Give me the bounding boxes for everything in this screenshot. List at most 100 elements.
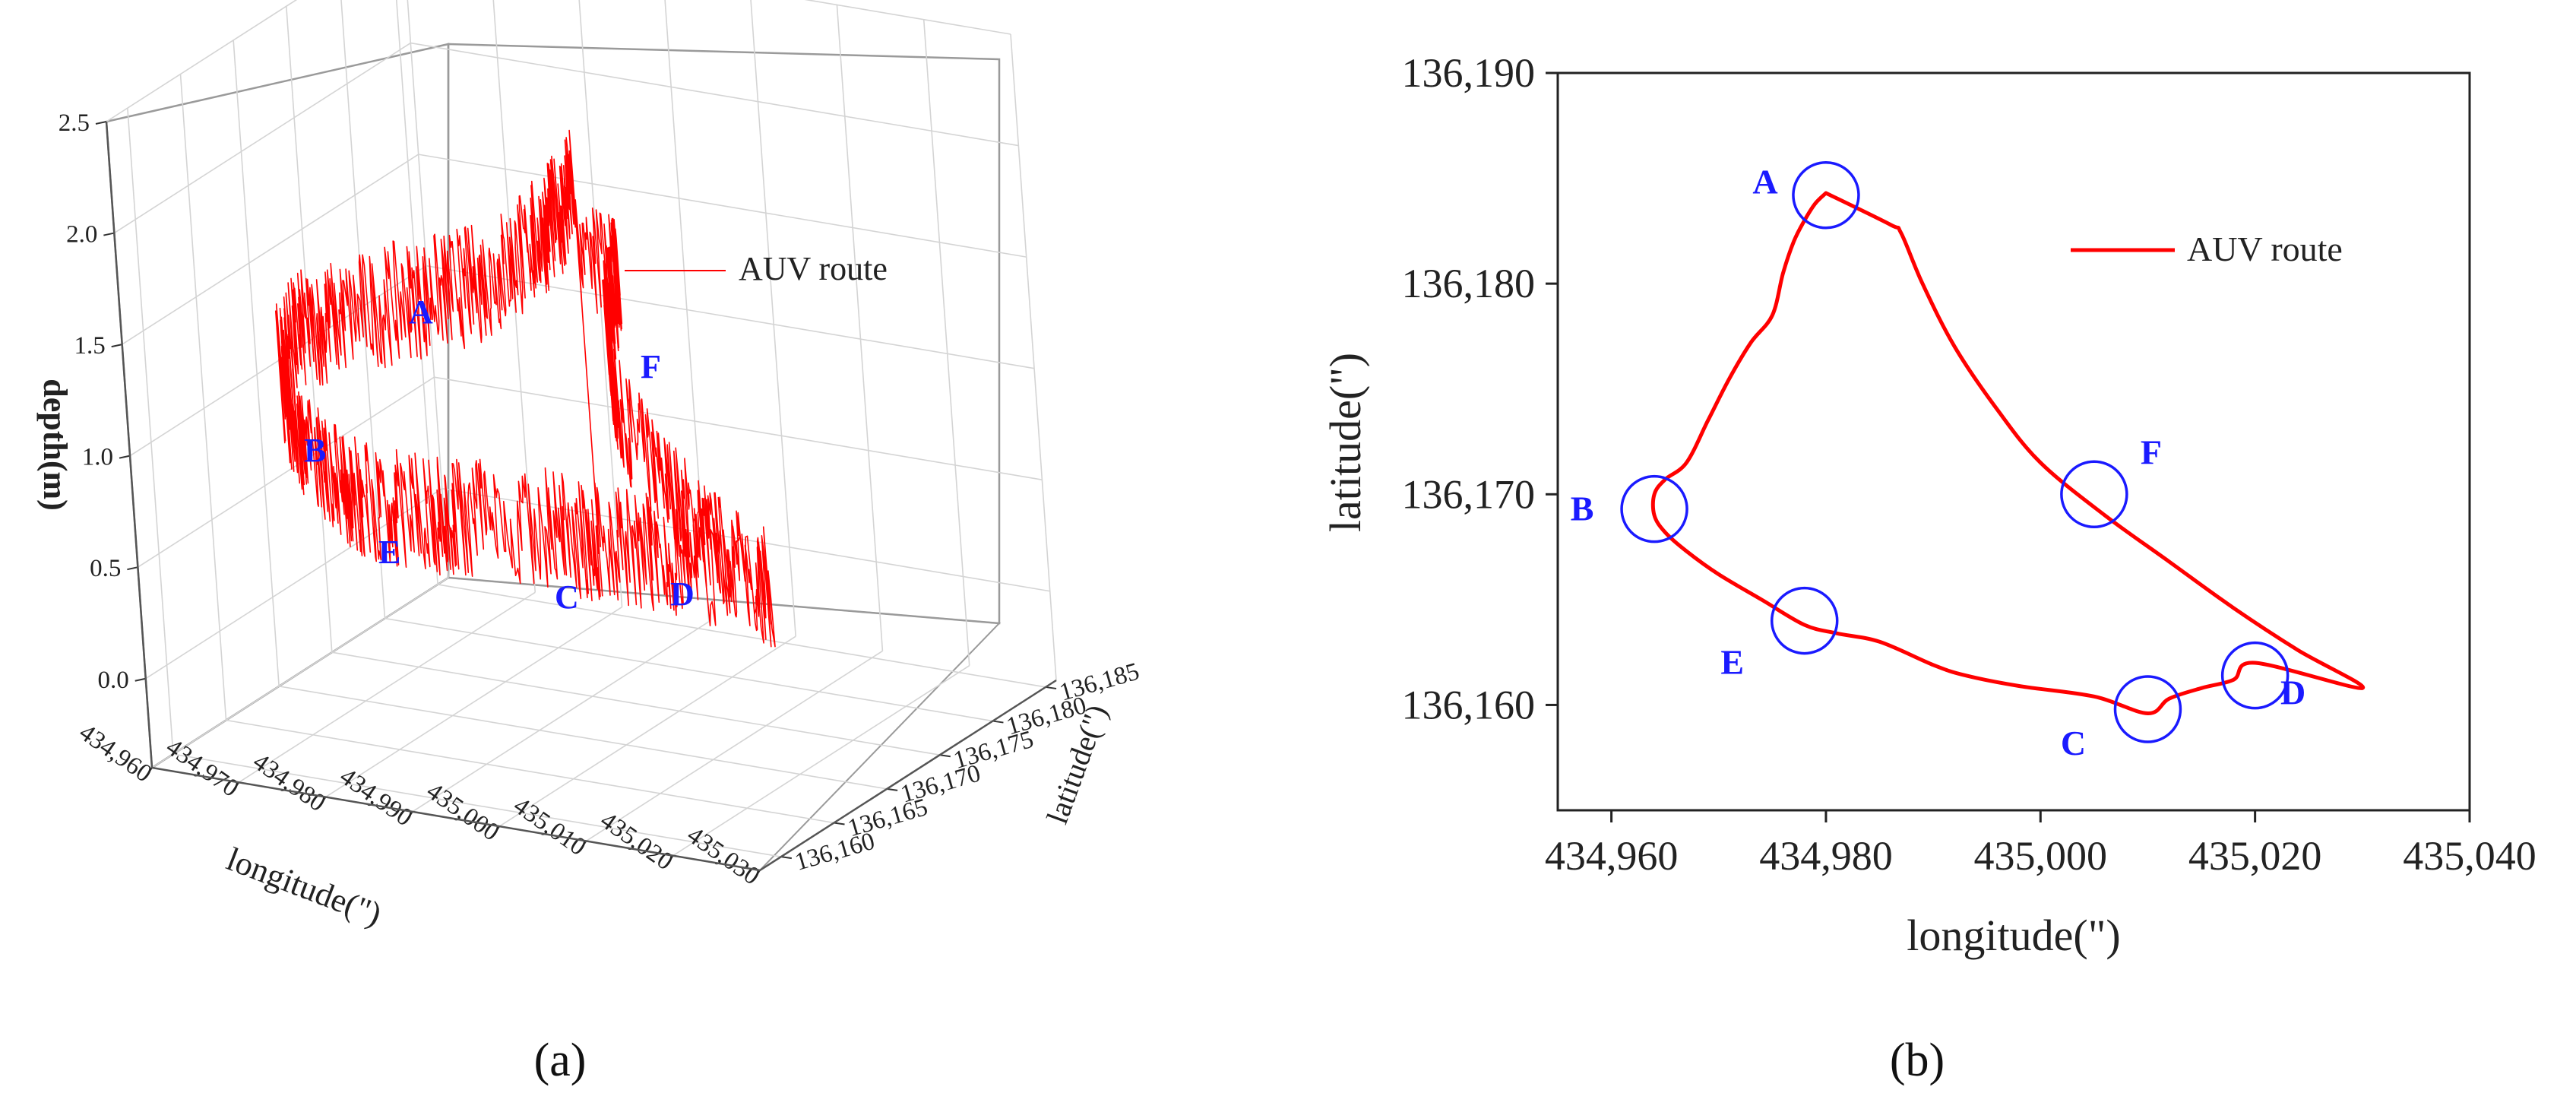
grid-z-back — [410, 42, 1019, 147]
legend-3d: AUV route — [625, 250, 888, 287]
marker-label-f: F — [2141, 433, 2162, 471]
tick-label-x-2d: 435,040 — [2403, 833, 2536, 879]
marker-label-d: D — [2280, 673, 2305, 712]
grid-y-floor — [437, 584, 1046, 688]
tick-label-x-3d: 434,960 — [74, 719, 157, 788]
tick-label-x-3d: 435,020 — [595, 806, 678, 876]
tick-x-3d — [232, 781, 240, 792]
grid-y-floor — [226, 719, 834, 824]
tick-y-3d — [834, 822, 845, 825]
tick-label-x-3d: 434,970 — [161, 734, 244, 803]
grid-z-left — [113, 42, 411, 234]
tick-label-x-3d: 434,990 — [334, 762, 417, 832]
tick-label-z-3d: 1.5 — [74, 332, 105, 360]
panel-a-3d-chart: 434,960 434,970 434,980 434,990 435,000 435,0… — [36, 0, 1142, 1086]
tick-label-z-3d: 0.0 — [97, 667, 128, 694]
tick-y-3d — [1045, 686, 1057, 689]
grid-z-back — [804, 0, 1011, 35]
tick-y-3d — [780, 856, 792, 860]
tick-label-y-3d: 136,185 — [1056, 657, 1142, 706]
tick-z-3d — [134, 677, 146, 682]
grid-x-wall — [750, 0, 796, 637]
grid-y-wall — [340, 0, 386, 619]
panel-b-2d-chart: 434,960 434,980 435,000 435,020 435,040 136,1… — [1321, 50, 2536, 1086]
zlabel-3d: depth(m) — [36, 379, 74, 511]
tick-label-z-3d: 2.0 — [66, 221, 97, 249]
grid-x-wall — [922, 19, 970, 666]
marker-circle-a — [1792, 160, 1860, 230]
point-label-d-3d: D — [670, 575, 695, 613]
point-label-c-3d: C — [555, 578, 579, 616]
tick-label-y-2d: 136,170 — [1402, 471, 1536, 517]
caption-b: (b) — [1890, 1035, 1945, 1086]
grid-x-floor — [672, 665, 970, 857]
legend-3d-label: AUV route — [739, 250, 888, 287]
marker-label-e: E — [1720, 643, 1744, 682]
tick-label-x-3d: 435,000 — [422, 778, 505, 847]
grid-y-wall — [179, 74, 227, 721]
tick-x-3d — [666, 855, 674, 866]
marker-circle-e — [1770, 586, 1839, 655]
tick-label-x-3d: 435,030 — [682, 822, 765, 891]
marker-circle-f — [2060, 460, 2128, 529]
marker-label-b: B — [1571, 490, 1594, 528]
grid-x-floor — [412, 621, 710, 813]
axis-edge-3d — [759, 679, 1057, 872]
xlabel-3d: longitude(") — [222, 840, 387, 933]
tick-y-3d — [887, 787, 898, 791]
grid-z-left — [145, 488, 443, 680]
tick-label-x-2d: 435,020 — [2188, 833, 2322, 879]
tick-z-3d — [103, 232, 115, 236]
tick-z-3d — [119, 455, 131, 459]
grid-z-left — [129, 265, 427, 457]
legend-2d: AUV route — [2071, 230, 2343, 268]
marker-label-a: A — [1752, 163, 1777, 201]
grid-z-left — [137, 376, 435, 568]
axis-edge-3d — [105, 121, 153, 768]
tick-label-x-2d: 434,960 — [1545, 833, 1679, 879]
tick-label-x-3d: 435,010 — [508, 792, 591, 861]
marker-circle-c — [2113, 675, 2182, 743]
legend-2d-label: AUV route — [2187, 230, 2343, 268]
point-label-b-3d: B — [304, 432, 326, 469]
grid-z-left — [122, 154, 419, 345]
ylabel-2d: latitude(") — [1321, 353, 1370, 532]
tick-label-z-3d: 0.5 — [90, 555, 121, 582]
axis-edge-3d — [151, 766, 761, 872]
grid-y-floor — [172, 753, 781, 857]
grid-x-floor — [585, 650, 883, 842]
tick-z-3d — [111, 344, 122, 348]
grid-x-floor — [151, 577, 449, 768]
tick-x-3d — [492, 825, 500, 836]
grid-x-wall — [407, 0, 449, 578]
panel-a-grid — [106, 0, 1057, 871]
grid-y-floor — [331, 651, 940, 756]
grid-y-floor — [385, 617, 993, 722]
tick-x-3d — [145, 767, 153, 778]
grid-z-back — [418, 154, 1027, 258]
tick-label-x-2d: 434,980 — [1759, 833, 1893, 879]
tick-z-3d — [127, 566, 138, 571]
grid-x-wall — [1010, 33, 1057, 681]
tick-label-y-2d: 136,160 — [1402, 682, 1536, 727]
tick-label-x-3d: 434,980 — [248, 748, 331, 817]
tick-z-3d — [95, 121, 107, 125]
grid-z-left — [106, 0, 298, 122]
panel-b-markers: A B C D E F — [1571, 160, 2305, 762]
tick-y-3d — [939, 754, 951, 758]
tick-label-z-3d: 2.5 — [59, 109, 90, 137]
tick-x-3d — [318, 797, 327, 807]
grid-y-floor — [279, 686, 888, 790]
marker-label-c: C — [2061, 724, 2086, 762]
auv-route-2d-line — [1650, 191, 2366, 716]
tick-label-x-2d: 435,000 — [1974, 833, 2108, 879]
grid-x-floor — [498, 635, 796, 827]
point-label-a-3d: A — [409, 293, 433, 331]
tick-y-3d — [992, 720, 1004, 724]
point-label-e-3d: E — [378, 534, 400, 571]
grid-z-back — [434, 376, 1043, 480]
grid-x-floor — [238, 591, 536, 783]
tick-x-3d — [753, 870, 761, 880]
grid-x-wall — [836, 5, 884, 651]
